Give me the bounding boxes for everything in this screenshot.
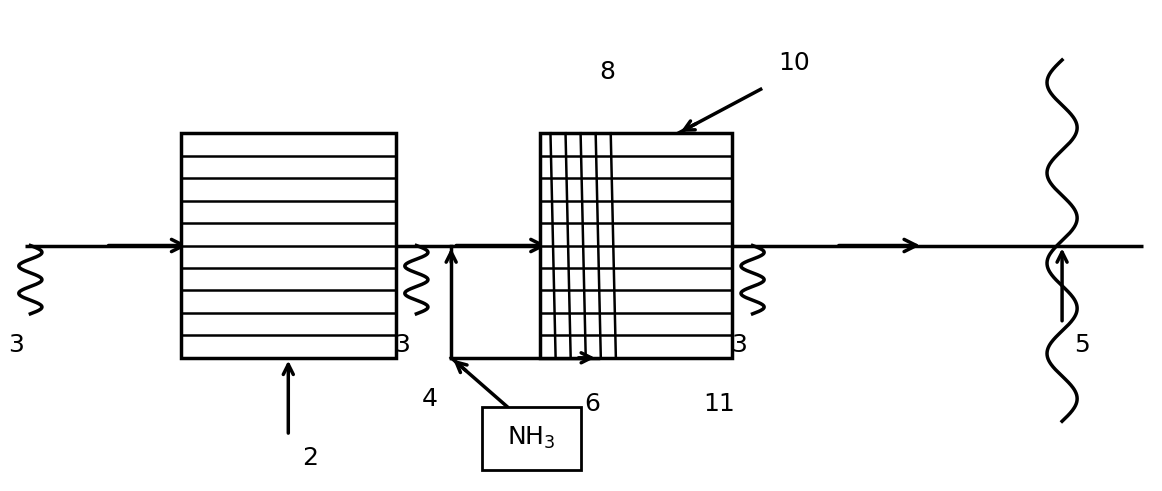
Bar (482, 407, 581, 470)
Text: 10: 10 (779, 51, 810, 75)
Bar (181, 133, 395, 358)
Bar (540, 133, 732, 358)
Text: 2: 2 (302, 446, 318, 470)
Text: 3: 3 (395, 333, 410, 357)
Text: 4: 4 (422, 387, 437, 411)
Text: NH$_3$: NH$_3$ (508, 425, 557, 451)
Text: 5: 5 (1074, 333, 1090, 357)
Text: 8: 8 (600, 60, 616, 84)
Text: 3: 3 (8, 333, 24, 357)
Text: 11: 11 (703, 392, 734, 416)
Text: 3: 3 (731, 333, 747, 357)
Text: 6: 6 (584, 392, 600, 416)
